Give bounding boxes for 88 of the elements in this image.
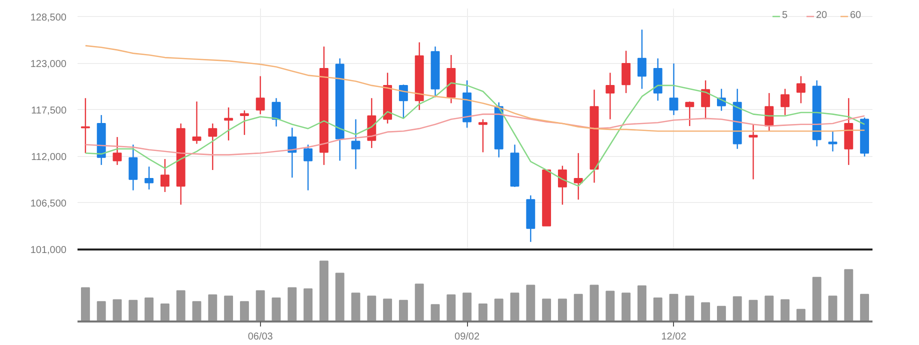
- candlestick: [288, 127, 297, 178]
- bar: [351, 292, 360, 322]
- bar: [526, 284, 536, 322]
- candlestick: [606, 72, 615, 120]
- bar: [669, 294, 678, 322]
- candlestick: [192, 100, 202, 144]
- candlestick: [304, 144, 313, 191]
- bar: [112, 299, 122, 322]
- candlestick: [208, 122, 218, 171]
- bar: [796, 308, 806, 322]
- bar: [462, 292, 472, 322]
- bar: [304, 288, 313, 322]
- bar: [383, 298, 392, 322]
- bar: [208, 294, 218, 322]
- candlestick: [398, 84, 408, 120]
- candlestick: [224, 106, 234, 142]
- bar: [176, 290, 186, 322]
- bar: [430, 304, 440, 322]
- bar: [716, 306, 726, 322]
- y-tick-label: 128,500: [30, 12, 67, 24]
- bar: [574, 294, 583, 322]
- candlestick: [478, 118, 488, 153]
- bar: [256, 290, 265, 322]
- candlestick: [622, 50, 631, 94]
- x-tick-label: 12/02: [661, 332, 687, 342]
- bar: [446, 294, 456, 322]
- bar: [590, 284, 599, 322]
- bar: [494, 298, 504, 322]
- legend-label: 60: [850, 10, 862, 21]
- bar: [144, 297, 154, 322]
- y-tick-label: 106,500: [30, 198, 67, 210]
- bar: [637, 285, 646, 322]
- candlestick: [685, 100, 694, 127]
- candlestick: [637, 29, 646, 90]
- bar: [764, 296, 774, 322]
- bar: [478, 303, 488, 322]
- bar: [685, 296, 694, 322]
- bar: [288, 287, 297, 322]
- candlestick: [240, 110, 249, 136]
- y-tick-label: 117,500: [31, 105, 67, 116]
- x-tick-label: 09/02: [454, 332, 480, 342]
- bar: [80, 287, 90, 322]
- candlestick: [780, 88, 790, 116]
- bar: [160, 303, 170, 322]
- candlestick: [160, 158, 170, 193]
- bar: [96, 301, 106, 322]
- bar: [622, 292, 631, 322]
- bar: [272, 297, 281, 322]
- bar: [701, 302, 710, 322]
- legend-label: 5: [782, 10, 789, 21]
- bar: [732, 296, 742, 322]
- bar: [653, 297, 662, 322]
- x-tick-label: 06/03: [248, 332, 274, 342]
- bar: [319, 260, 328, 322]
- y-tick-label: 112,000: [31, 152, 67, 163]
- candlestick: [828, 130, 838, 152]
- candlestick: [128, 144, 138, 191]
- bar: [414, 284, 424, 322]
- bar: [224, 296, 234, 322]
- bar: [606, 290, 615, 322]
- bar: [748, 300, 758, 322]
- legend-label: 20: [816, 10, 828, 21]
- bar: [398, 300, 408, 322]
- candlestick: [351, 118, 360, 170]
- candlestick: [669, 62, 678, 116]
- y-tick-label: 123,000: [30, 58, 67, 70]
- bar: [335, 272, 344, 322]
- bar: [558, 298, 567, 322]
- candlestick: [701, 80, 710, 120]
- bar: [844, 269, 854, 322]
- bar: [860, 294, 870, 322]
- y-tick-label: 101,000: [30, 245, 67, 256]
- bar: [240, 301, 249, 322]
- bar: [510, 292, 520, 322]
- bar: [192, 301, 202, 322]
- candlestick: [574, 152, 583, 200]
- bar: [367, 296, 376, 322]
- candlestick: [748, 124, 758, 180]
- candlestick: [558, 165, 567, 206]
- bar: [780, 299, 790, 322]
- bar: [128, 300, 138, 322]
- candlestick: [256, 76, 265, 115]
- candlestick: [796, 76, 806, 104]
- bar: [542, 298, 552, 322]
- candlestick: [144, 166, 154, 190]
- candlestick: [112, 136, 122, 166]
- bar: [812, 276, 822, 322]
- bar: [828, 296, 838, 322]
